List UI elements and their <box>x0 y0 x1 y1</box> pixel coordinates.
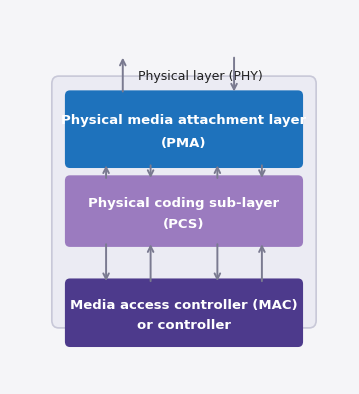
Text: (PMA): (PMA) <box>161 138 207 151</box>
Text: Physical coding sub-layer: Physical coding sub-layer <box>88 197 280 210</box>
Text: Media access controller (MAC): Media access controller (MAC) <box>70 299 298 312</box>
Text: Physical layer (PHY): Physical layer (PHY) <box>138 70 263 83</box>
FancyBboxPatch shape <box>65 279 303 347</box>
FancyBboxPatch shape <box>65 90 303 168</box>
Text: or controller: or controller <box>137 319 231 332</box>
Text: (PCS): (PCS) <box>163 218 205 231</box>
FancyBboxPatch shape <box>52 76 316 328</box>
FancyBboxPatch shape <box>65 175 303 247</box>
Text: Physical media attachment layer: Physical media attachment layer <box>61 114 307 127</box>
